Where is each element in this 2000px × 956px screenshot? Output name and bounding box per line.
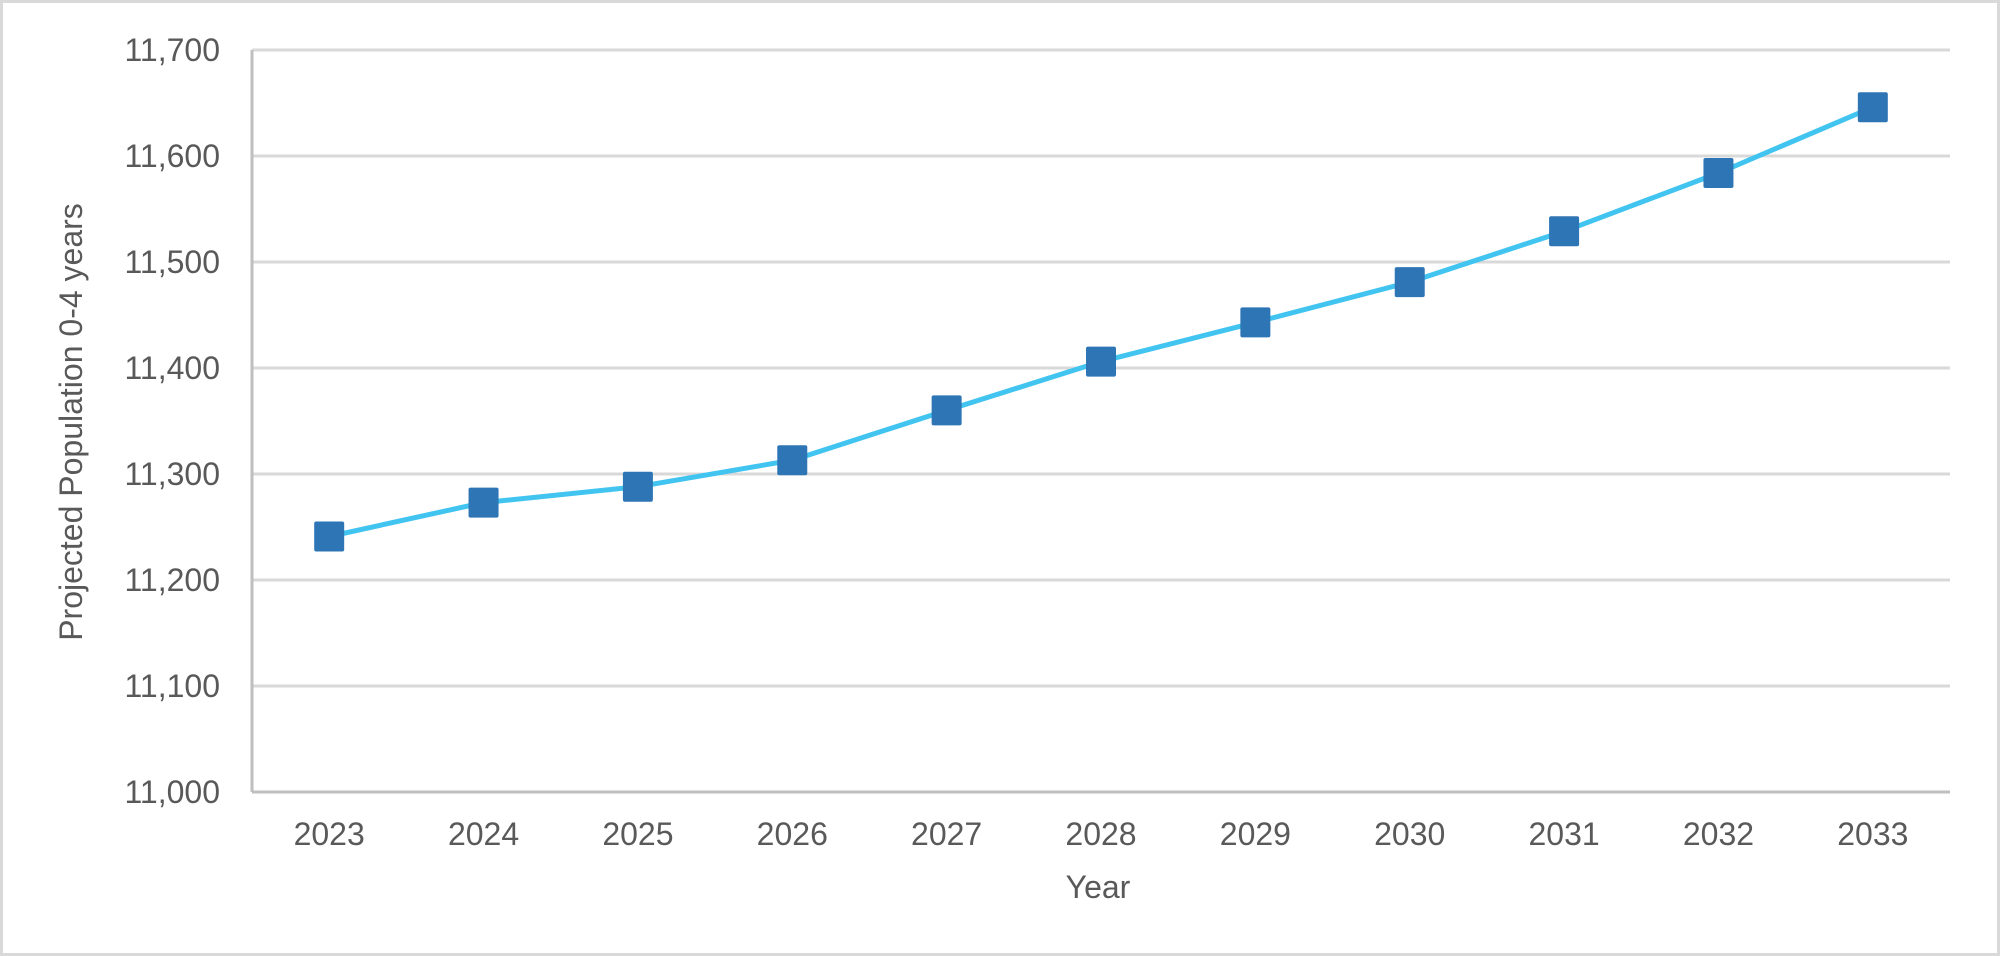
- y-tick-label: 11,300: [125, 456, 221, 492]
- y-axis-title: Projected Population 0-4 years: [53, 203, 89, 641]
- y-tick-label: 11,600: [125, 138, 221, 174]
- data-point-marker: [1857, 92, 1888, 123]
- y-tick-label: 11,000: [125, 774, 221, 810]
- x-axis-title: Year: [1066, 869, 1131, 905]
- x-tick-label: 2027: [911, 816, 982, 852]
- y-tick-label: 11,400: [125, 350, 221, 386]
- x-tick-label: 2033: [1837, 816, 1908, 852]
- x-tick-label: 2023: [294, 816, 365, 852]
- data-point-marker: [1549, 216, 1580, 247]
- marker-layer: [314, 92, 1888, 552]
- x-tick-label: 2030: [1374, 816, 1445, 852]
- x-tick-label: 2025: [602, 816, 673, 852]
- y-tick-label: 11,200: [125, 562, 221, 598]
- x-tick-labels: 2023 2024 2025 2026 2027 2028 2029 2030 2031 2032…: [294, 816, 1909, 852]
- gridlines: [252, 48, 1950, 688]
- data-point-marker: [1703, 157, 1734, 188]
- y-tick-label: 11,700: [125, 32, 221, 68]
- data-point-marker: [777, 445, 808, 476]
- data-point-marker: [1394, 267, 1425, 298]
- x-tick-label: 2029: [1220, 816, 1291, 852]
- x-tick-label: 2026: [757, 816, 828, 852]
- data-point-marker: [622, 471, 653, 502]
- x-tick-label: 2024: [448, 816, 519, 852]
- y-tick-label: 11,500: [125, 244, 221, 280]
- x-tick-label: 2028: [1065, 816, 1136, 852]
- y-tick-label: 11,100: [125, 668, 221, 704]
- data-point-marker: [931, 395, 962, 426]
- series-line-layer: [326, 104, 1876, 539]
- data-point-marker: [1240, 307, 1271, 338]
- x-tick-label: 2032: [1683, 816, 1754, 852]
- data-point-marker: [468, 487, 499, 518]
- x-tick-label: 2031: [1528, 816, 1599, 852]
- y-tick-labels: 11,000 11,100 11,200 11,300 11,400 11,500 11,6…: [125, 32, 221, 810]
- series-line: [326, 104, 1876, 539]
- data-point-marker: [1086, 346, 1116, 377]
- axes: [250, 50, 1950, 794]
- data-point-marker: [314, 521, 345, 552]
